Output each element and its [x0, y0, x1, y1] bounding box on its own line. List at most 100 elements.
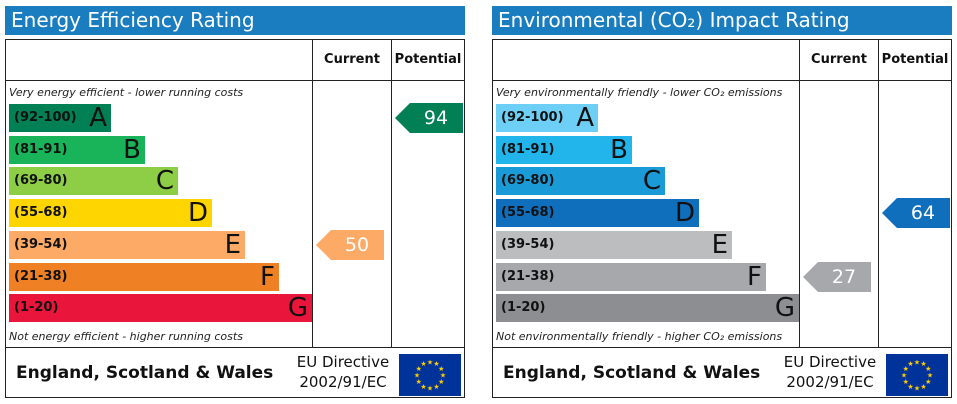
eu-star-icon: ★: [438, 378, 444, 386]
eu-directive-line2: 2002/91/EC: [786, 373, 874, 391]
band-range-label: (81-91): [501, 141, 555, 157]
eu-star-icon: ★: [907, 360, 913, 368]
eu-star-icon: ★: [427, 385, 433, 393]
eu-star-icon: ★: [920, 360, 926, 368]
column-divider: [391, 40, 392, 348]
current-rating-arrow-fill: [316, 229, 384, 260]
band-range-label: (21-38): [14, 268, 68, 284]
band-d: (55-68) D: [496, 198, 699, 229]
footer-region: England, Scotland & Wales: [16, 363, 274, 383]
eu-directive-line1: EU Directive: [296, 353, 390, 371]
column-header-potential: Potential: [394, 52, 462, 67]
band-a: (92-100) A: [496, 103, 598, 133]
band-letter: D: [674, 198, 695, 229]
eu-directive: EU Directive 2002/91/EC: [288, 352, 398, 392]
eu-directive: EU Directive 2002/91/EC: [775, 352, 885, 392]
eu-flag-icon: ★ ★ ★ ★ ★ ★ ★ ★ ★ ★ ★ ★: [886, 354, 948, 396]
eu-star-icon: ★: [420, 383, 426, 391]
footer-region: England, Scotland & Wales: [503, 363, 761, 383]
eu-star-icon: ★: [907, 383, 913, 391]
band-letter: F: [747, 261, 762, 292]
band-letter: D: [187, 198, 208, 229]
eu-star-icon: ★: [925, 378, 931, 386]
potential-rating-arrow-fill: [395, 103, 463, 133]
band-letter: B: [610, 134, 628, 165]
potential-rating-arrow: 94: [395, 103, 463, 133]
energy-efficiency-panel: Energy Efficiency Rating Current Potential…: [5, 6, 465, 398]
eu-star-icon: ★: [414, 372, 420, 380]
band-d: (55-68) D: [9, 198, 212, 229]
eu-star-icon: ★: [416, 378, 422, 386]
current-rating-arrow-value: 27: [831, 265, 857, 288]
band-c: (69-80) C: [9, 166, 178, 197]
potential-rating-arrow-value: 64: [910, 202, 936, 225]
current-rating-arrow-fill: [803, 261, 871, 292]
band-range-label: (1-20): [14, 300, 59, 316]
rating-frame: Current Potential Very energy efficient - …: [5, 39, 465, 398]
band-letter: F: [260, 261, 275, 292]
eu-star-icon: ★: [420, 360, 426, 368]
band-letter: G: [287, 293, 308, 324]
band-c: (69-80) C: [496, 166, 665, 197]
current-rating-arrow-shape: [803, 261, 871, 292]
top-note: Very environmentally friendly - lower CO…: [496, 86, 783, 99]
band-e: (39-54) E: [9, 229, 245, 260]
band-range-label: (21-38): [501, 268, 555, 284]
band-g: (1-20) G: [496, 293, 799, 324]
footer-divider: [493, 347, 951, 348]
header-divider: [6, 80, 464, 81]
column-header-current: Current: [811, 52, 867, 67]
column-divider: [312, 40, 313, 348]
eu-star-icon: ★: [440, 372, 446, 380]
current-rating-arrow-shape: [316, 229, 384, 260]
eu-star-icon: ★: [427, 359, 433, 367]
band-range-label: (39-54): [14, 236, 68, 252]
environmental-impact-panel: Environmental (CO₂) Impact Rating Current…: [492, 6, 952, 398]
band-letter: E: [224, 229, 241, 260]
eu-directive-line2: 2002/91/EC: [299, 373, 387, 391]
current-rating-arrow: 50: [316, 229, 384, 260]
band-range-label: (1-20): [501, 300, 546, 316]
bottom-note: Not environmentally friendly - higher CO…: [496, 330, 783, 343]
eu-directive-line1: EU Directive: [783, 353, 877, 371]
eu-flag-stars-icon: ★ ★★★★★★★★★★★: [886, 354, 948, 396]
band-letter: C: [642, 166, 661, 197]
band-letter: A: [576, 103, 594, 133]
eu-star-icon: ★: [433, 360, 439, 368]
eu-star-icon: ★: [901, 372, 907, 380]
eu-star-icon: ★: [914, 359, 920, 367]
band-b: (81-91) B: [9, 135, 145, 165]
panel-title: Environmental (CO₂) Impact Rating: [492, 6, 952, 35]
eu-star-icon: ★: [433, 383, 439, 391]
band-range-label: (39-54): [501, 236, 555, 252]
potential-rating-arrow: 64: [882, 198, 950, 229]
potential-rating-arrow-shape: [882, 198, 950, 229]
rating-frame: Current Potential Very environmentally fri…: [492, 39, 952, 398]
column-divider: [878, 40, 879, 348]
eu-star-icon: ★: [925, 365, 931, 373]
band-range-label: (69-80): [501, 173, 555, 189]
current-rating-arrow-value: 50: [344, 233, 370, 256]
eu-star-icon: ★: [914, 385, 920, 393]
band-f: (21-38) F: [9, 261, 279, 292]
current-rating-arrow: 27: [803, 261, 871, 292]
band-range-label: (92-100): [14, 110, 77, 125]
band-letter: C: [155, 166, 174, 197]
band-b: (81-91) B: [496, 134, 632, 165]
eu-star-icon: ★: [903, 365, 909, 373]
band-letter: A: [89, 103, 107, 133]
footer-divider: [6, 347, 464, 348]
eu-star-icon: ★: [920, 383, 926, 391]
panel-title: Energy Efficiency Rating: [5, 6, 465, 35]
band-letter: G: [774, 293, 795, 324]
potential-rating-arrow-fill: [882, 198, 950, 229]
band-range-label: (55-68): [501, 205, 555, 221]
eu-star-icon: ★: [416, 365, 422, 373]
eu-star-icon: ★: [438, 365, 444, 373]
band-letter: E: [711, 229, 728, 260]
column-divider: [799, 40, 800, 348]
column-header-current: Current: [324, 52, 380, 67]
band-range-label: (55-68): [14, 205, 68, 221]
band-e: (39-54) E: [496, 229, 732, 260]
eu-star-icon: ★: [927, 372, 933, 380]
